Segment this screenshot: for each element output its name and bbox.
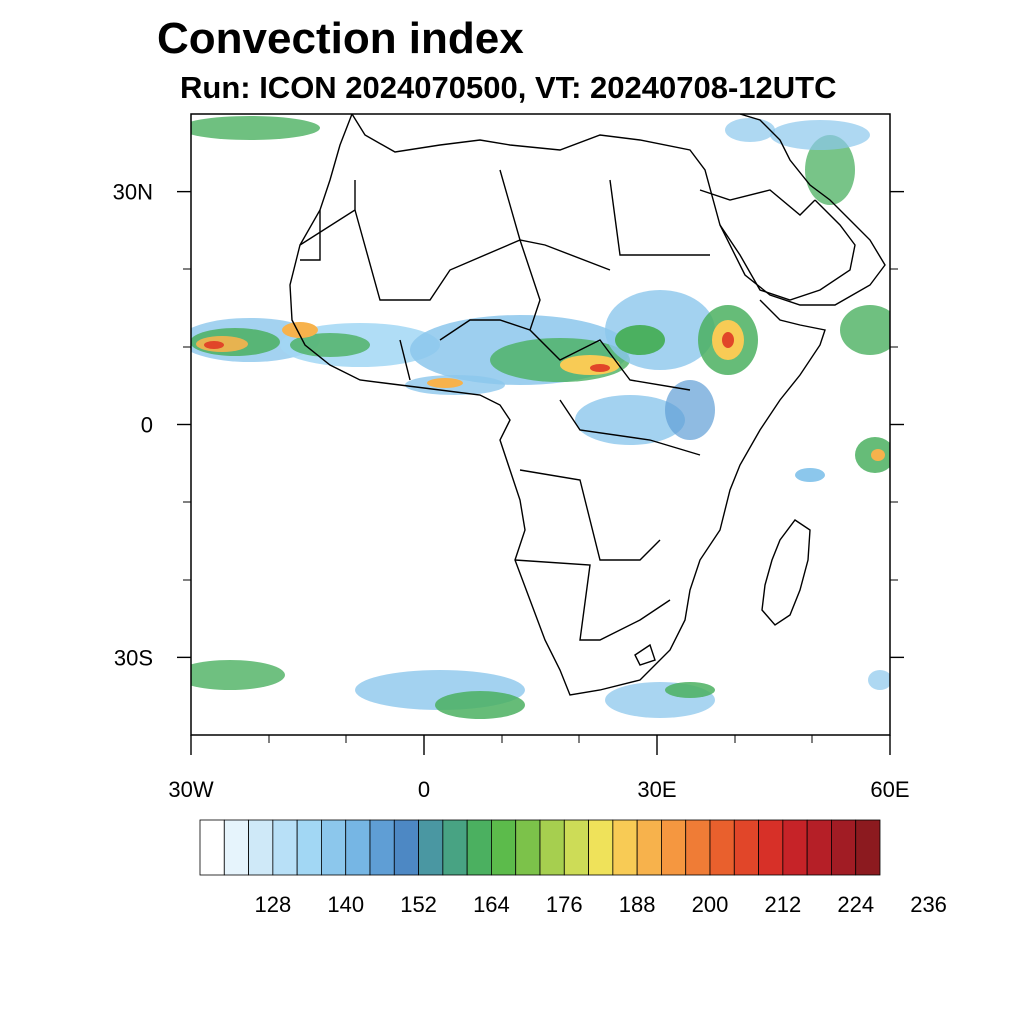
colorbar-swatch — [831, 819, 857, 876]
coastlines — [289, 114, 886, 696]
x-tick-label: 0 — [418, 777, 430, 802]
x-tick-label: 30E — [637, 777, 676, 802]
colorbar-label: 212 — [764, 892, 801, 917]
colorbar — [199, 819, 881, 876]
colorbar-swatch — [636, 819, 662, 876]
colorbar-swatch — [733, 819, 759, 876]
colorbar-swatch — [466, 819, 492, 876]
colorbar-swatch — [588, 819, 614, 876]
colorbar-swatch — [393, 819, 419, 876]
colorbar-swatch — [418, 819, 444, 876]
colorbar-swatch — [248, 819, 274, 876]
colorbar-labels: 128 140 152 164 176 188 200 212 224 236 — [254, 892, 946, 917]
convection-field — [191, 116, 890, 719]
colorbar-swatch — [442, 819, 468, 876]
map-frame — [190, 113, 891, 736]
colorbar-swatch — [806, 819, 832, 876]
colorbar-label: 188 — [619, 892, 656, 917]
colorbar-swatch — [491, 819, 517, 876]
colorbar-swatch — [199, 819, 225, 876]
colorbar-label: 152 — [400, 892, 437, 917]
colorbar-swatch — [855, 819, 881, 876]
colorbar-label: 164 — [473, 892, 510, 917]
colorbar-swatch — [515, 819, 541, 876]
colorbar-label: 236 — [910, 892, 947, 917]
y-tick-label: 30N — [113, 180, 153, 205]
map-axes: 30N 0 30S 30W 0 30E 60E — [113, 180, 910, 802]
minor-ticks — [183, 268, 898, 743]
colorbar-swatch — [539, 819, 565, 876]
colorbar-swatch — [296, 819, 322, 876]
y-tick-label: 0 — [141, 413, 153, 438]
colorbar-swatch — [223, 819, 249, 876]
y-tick-label: 30S — [114, 645, 153, 670]
colorbar-swatch — [685, 819, 711, 876]
colorbar-swatch — [782, 819, 808, 876]
colorbar-label: 176 — [546, 892, 583, 917]
colorbar-label: 224 — [837, 892, 874, 917]
colorbar-swatch — [369, 819, 395, 876]
x-tick-label: 30W — [168, 777, 213, 802]
colorbar-swatch — [321, 819, 347, 876]
colorbar-label: 200 — [692, 892, 729, 917]
colorbar-swatch — [612, 819, 638, 876]
chart-subtitle: Run: ICON 2024070500, VT: 20240708-12UTC — [180, 70, 837, 105]
colorbar-swatch — [345, 819, 371, 876]
colorbar-label: 140 — [327, 892, 364, 917]
x-tick-label: 60E — [870, 777, 909, 802]
colorbar-label: 128 — [254, 892, 291, 917]
colorbar-swatch — [661, 819, 687, 876]
colorbar-swatch — [563, 819, 589, 876]
colorbar-swatch — [709, 819, 735, 876]
colorbar-swatch — [758, 819, 784, 876]
colorbar-swatch — [272, 819, 298, 876]
chart-title: Convection index — [157, 14, 524, 63]
